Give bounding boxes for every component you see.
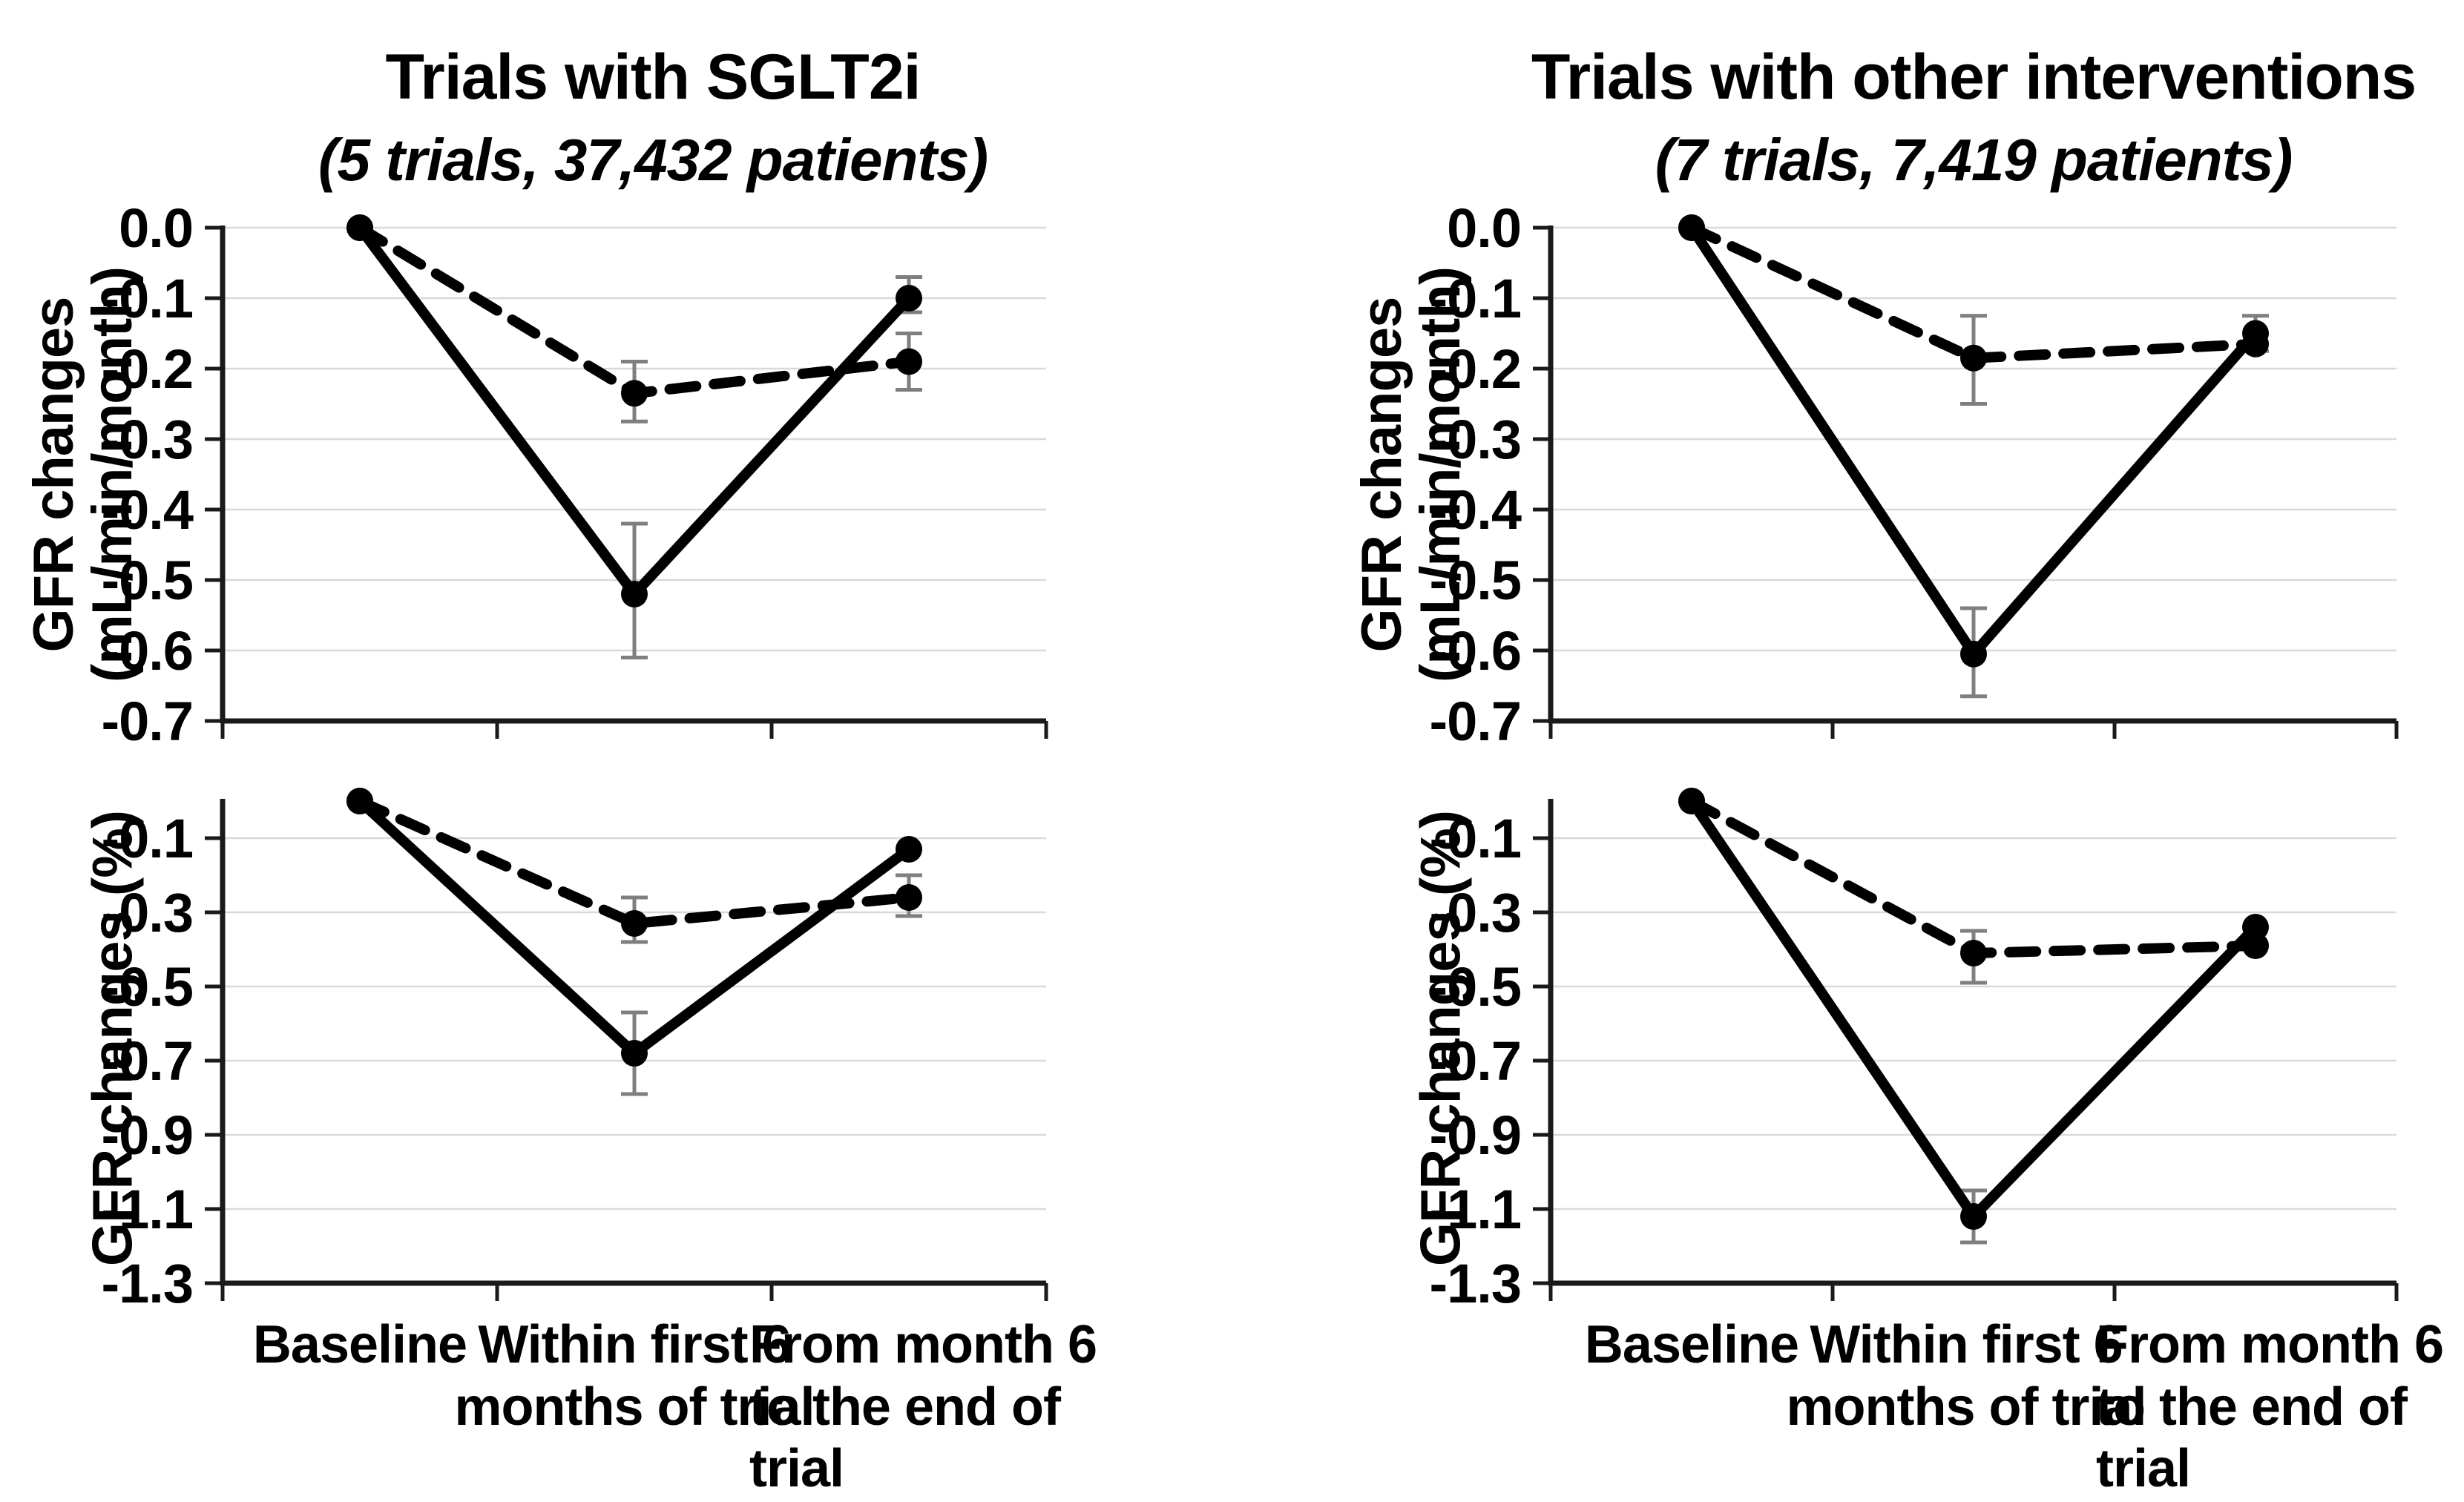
data-point-marker: [621, 1040, 648, 1067]
data-point-marker: [2242, 914, 2269, 941]
y-tick-label: -0.7: [1429, 691, 1521, 752]
y-tick-label: -0.5: [1429, 956, 1521, 1018]
chart-bottom-left-group: -0.1 -0.3 -0.5 -0.7 -0.9 -1.1 -1.3: [101, 788, 1048, 1314]
y-tick-label: -0.7: [101, 1030, 193, 1092]
y-tick-label: -0.3: [101, 882, 193, 943]
left-column-subtitle: (5 trials, 37,432 patients): [318, 127, 988, 193]
data-point-marker: [621, 910, 648, 937]
y-tick-label: -0.6: [101, 620, 193, 682]
y-tick-label: -0.4: [1429, 479, 1521, 541]
y-tick-label: 0.0: [119, 197, 193, 259]
y-axis-title-top-right: GFR changes (mL/min/month): [1350, 266, 1472, 683]
y-tick-label: -0.4: [101, 479, 193, 541]
y-tick-label: -0.5: [1429, 550, 1521, 611]
data-point-marker: [896, 285, 922, 312]
chart-top-right-group: 0.0 -0.1 -0.2 -0.3 -0.4 -0.5 -0.6 -0.7: [1429, 197, 2399, 752]
data-point-marker: [896, 884, 922, 911]
data-point-marker: [1960, 1203, 1987, 1230]
series-line-solid: [1686, 796, 2261, 1225]
y-tick-label: -0.6: [1429, 620, 1521, 682]
y-tick-label: -0.3: [101, 409, 193, 470]
y-tick-label: -0.7: [101, 691, 193, 752]
data-point-marker: [1678, 214, 1705, 241]
data-point-marker: [896, 348, 922, 375]
y-tick-label: -1.3: [101, 1253, 193, 1314]
y-tick-label: -0.1: [101, 808, 193, 869]
y-tick-label: -0.2: [101, 338, 193, 400]
y-tick-label: -1.1: [101, 1179, 193, 1240]
x-tick-label-month6-right: From month 6 to the end of trial: [2096, 1315, 2444, 1499]
y-tick-label: -0.9: [101, 1104, 193, 1166]
data-point-marker: [346, 214, 373, 241]
y-tick-label: -0.2: [1429, 338, 1521, 400]
data-point-marker: [621, 380, 648, 407]
y-axis-title-bottom-right: GFR changes (%): [1409, 810, 1473, 1267]
chart-top-left-group: 0.0 -0.1 -0.2 -0.3 -0.4 -0.5 -0.6 -0.7: [101, 197, 1048, 752]
y-tick-label: -0.1: [101, 268, 193, 329]
y-tick-label: 0.0: [1447, 197, 1521, 259]
y-tick-label: -0.5: [101, 550, 193, 611]
data-point-marker: [1678, 788, 1705, 814]
y-axis-title-bottom-left: GFR changes (%): [81, 810, 145, 1267]
data-point-marker: [346, 788, 373, 814]
y-tick-label: -0.9: [1429, 1104, 1521, 1166]
data-point-marker: [2242, 330, 2269, 358]
right-column-subtitle: (7 trials, 7,419 patients): [1655, 127, 2293, 193]
data-point-marker: [896, 836, 922, 863]
data-point-marker: [1960, 344, 1987, 372]
x-tick-label-first6-right: Within first 6 months of trial: [1786, 1315, 2147, 1437]
y-tick-label: -0.7: [1429, 1030, 1521, 1092]
chart-bottom-right-group: -0.1 -0.3 -0.5 -0.7 -0.9 -1.1 -1.3: [1429, 788, 2399, 1314]
x-tick-label-baseline-left: Baseline: [252, 1315, 467, 1374]
y-tick-label: -1.3: [1429, 1253, 1521, 1314]
data-point-marker: [1960, 640, 1987, 668]
y-tick-label: -1.1: [1429, 1179, 1521, 1240]
left-column-title: Trials with SGLT2i: [385, 42, 921, 113]
y-tick-label: -0.3: [1429, 882, 1521, 943]
y-tick-label: -0.3: [1429, 409, 1521, 470]
x-tick-label-first6-left: Within first 6 months of trial: [454, 1315, 815, 1437]
data-point-marker: [1960, 940, 1987, 966]
series-line-solid: [1686, 223, 2261, 663]
series-line-dashed: [355, 796, 914, 929]
x-tick-label-month6-left: From month 6 to the end of trial: [749, 1315, 1097, 1499]
y-tick-label: -0.5: [101, 956, 193, 1018]
right-column-title: Trials with other interventions: [1531, 42, 2417, 113]
x-tick-label-baseline-right: Baseline: [1584, 1315, 1799, 1374]
y-tick-label: -0.1: [1429, 268, 1521, 329]
data-point-marker: [621, 581, 648, 607]
data-point-marker: [2242, 932, 2269, 959]
y-axis-title-top-left: GFR changes (mL/min/month): [22, 266, 144, 683]
y-tick-label: -0.1: [1429, 808, 1521, 869]
